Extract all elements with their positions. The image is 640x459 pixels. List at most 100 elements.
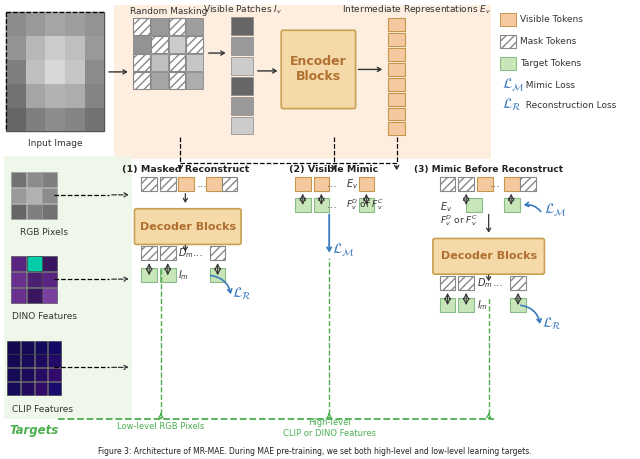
- Bar: [231, 57, 253, 75]
- Bar: [388, 63, 406, 76]
- Bar: [231, 77, 253, 95]
- Bar: [231, 37, 253, 55]
- Bar: [11, 288, 26, 303]
- Text: ...: ...: [490, 179, 501, 189]
- Bar: [206, 177, 221, 191]
- Bar: [440, 276, 456, 290]
- FancyBboxPatch shape: [433, 239, 545, 274]
- Bar: [42, 288, 57, 303]
- Bar: [295, 198, 310, 212]
- Bar: [26, 36, 45, 60]
- Bar: [210, 246, 225, 260]
- Bar: [114, 6, 491, 159]
- FancyBboxPatch shape: [134, 209, 241, 245]
- Bar: [186, 72, 203, 89]
- Text: Mask Tokens: Mask Tokens: [520, 37, 576, 46]
- Bar: [45, 107, 65, 131]
- Bar: [160, 246, 175, 260]
- Bar: [6, 12, 26, 36]
- Bar: [7, 354, 20, 367]
- Bar: [388, 78, 406, 91]
- Bar: [26, 107, 45, 131]
- Bar: [7, 382, 20, 395]
- Bar: [231, 17, 253, 35]
- Text: Decoder Blocks: Decoder Blocks: [440, 252, 537, 261]
- Text: Random Masking: Random Masking: [130, 7, 207, 16]
- Bar: [21, 382, 34, 395]
- Bar: [65, 60, 84, 84]
- Bar: [358, 198, 374, 212]
- Bar: [11, 272, 26, 287]
- Text: Low-level RGB Pixels: Low-level RGB Pixels: [117, 422, 205, 431]
- Text: DINO Features: DINO Features: [12, 312, 77, 321]
- Bar: [134, 54, 150, 71]
- Text: $\mathcal{L}_\mathcal{M}$: $\mathcal{L}_\mathcal{M}$: [544, 202, 566, 219]
- Text: Mimic Loss: Mimic Loss: [520, 81, 575, 90]
- Text: (1) Masked Reconstruct: (1) Masked Reconstruct: [122, 165, 249, 174]
- Bar: [520, 177, 536, 191]
- Bar: [169, 18, 186, 35]
- Bar: [6, 107, 26, 131]
- Bar: [7, 341, 20, 353]
- Bar: [500, 57, 516, 70]
- Bar: [231, 117, 253, 134]
- Bar: [42, 272, 57, 287]
- Text: Targets: Targets: [9, 424, 58, 437]
- Bar: [42, 204, 57, 218]
- Text: $E_v$: $E_v$: [440, 200, 452, 213]
- Bar: [134, 36, 150, 53]
- Bar: [500, 13, 516, 26]
- Bar: [388, 18, 406, 31]
- Bar: [84, 107, 104, 131]
- Text: $I_m$: $I_m$: [477, 298, 488, 312]
- Bar: [21, 341, 34, 353]
- Bar: [358, 177, 374, 191]
- Text: $I_m$: $I_m$: [179, 268, 189, 282]
- Bar: [65, 12, 84, 36]
- Bar: [314, 198, 329, 212]
- Bar: [295, 177, 310, 191]
- Text: Encoder
Blocks: Encoder Blocks: [290, 56, 347, 84]
- Bar: [21, 369, 34, 381]
- Text: Decoder Blocks: Decoder Blocks: [140, 222, 236, 232]
- Text: $\mathcal{L}_\mathcal{R}$: $\mathcal{L}_\mathcal{R}$: [502, 97, 522, 113]
- Bar: [477, 177, 493, 191]
- Bar: [45, 36, 65, 60]
- Bar: [84, 60, 104, 84]
- Bar: [27, 288, 42, 303]
- Bar: [314, 177, 329, 191]
- Bar: [49, 369, 61, 381]
- Bar: [6, 84, 26, 107]
- Bar: [45, 60, 65, 84]
- Bar: [11, 188, 26, 203]
- Bar: [49, 354, 61, 367]
- Text: Input Image: Input Image: [28, 139, 83, 148]
- Text: Target Tokens: Target Tokens: [520, 59, 581, 68]
- Bar: [510, 276, 526, 290]
- Bar: [35, 369, 47, 381]
- Bar: [27, 256, 42, 271]
- Text: Figure 3: Architecture of MR-MAE. During MAE pre-training, we set both high-leve: Figure 3: Architecture of MR-MAE. During…: [98, 447, 531, 456]
- Bar: [35, 354, 47, 367]
- Bar: [27, 188, 42, 203]
- Bar: [84, 36, 104, 60]
- Bar: [388, 33, 406, 46]
- Bar: [42, 256, 57, 271]
- Bar: [141, 246, 157, 260]
- Bar: [45, 12, 65, 36]
- Text: $E_v$: $E_v$: [346, 177, 358, 191]
- Bar: [141, 177, 157, 191]
- Text: High-level
CLIP or DINO Features: High-level CLIP or DINO Features: [283, 418, 376, 437]
- Bar: [134, 18, 150, 35]
- Bar: [65, 36, 84, 60]
- Bar: [458, 276, 474, 290]
- Text: $\mathcal{L}_\mathcal{M}$: $\mathcal{L}_\mathcal{M}$: [502, 77, 525, 94]
- Bar: [7, 369, 20, 381]
- Bar: [11, 256, 26, 271]
- Bar: [6, 60, 26, 84]
- Bar: [160, 177, 175, 191]
- Text: ...: ...: [493, 278, 504, 288]
- Bar: [21, 354, 34, 367]
- Bar: [388, 48, 406, 61]
- Text: ...: ...: [326, 179, 337, 189]
